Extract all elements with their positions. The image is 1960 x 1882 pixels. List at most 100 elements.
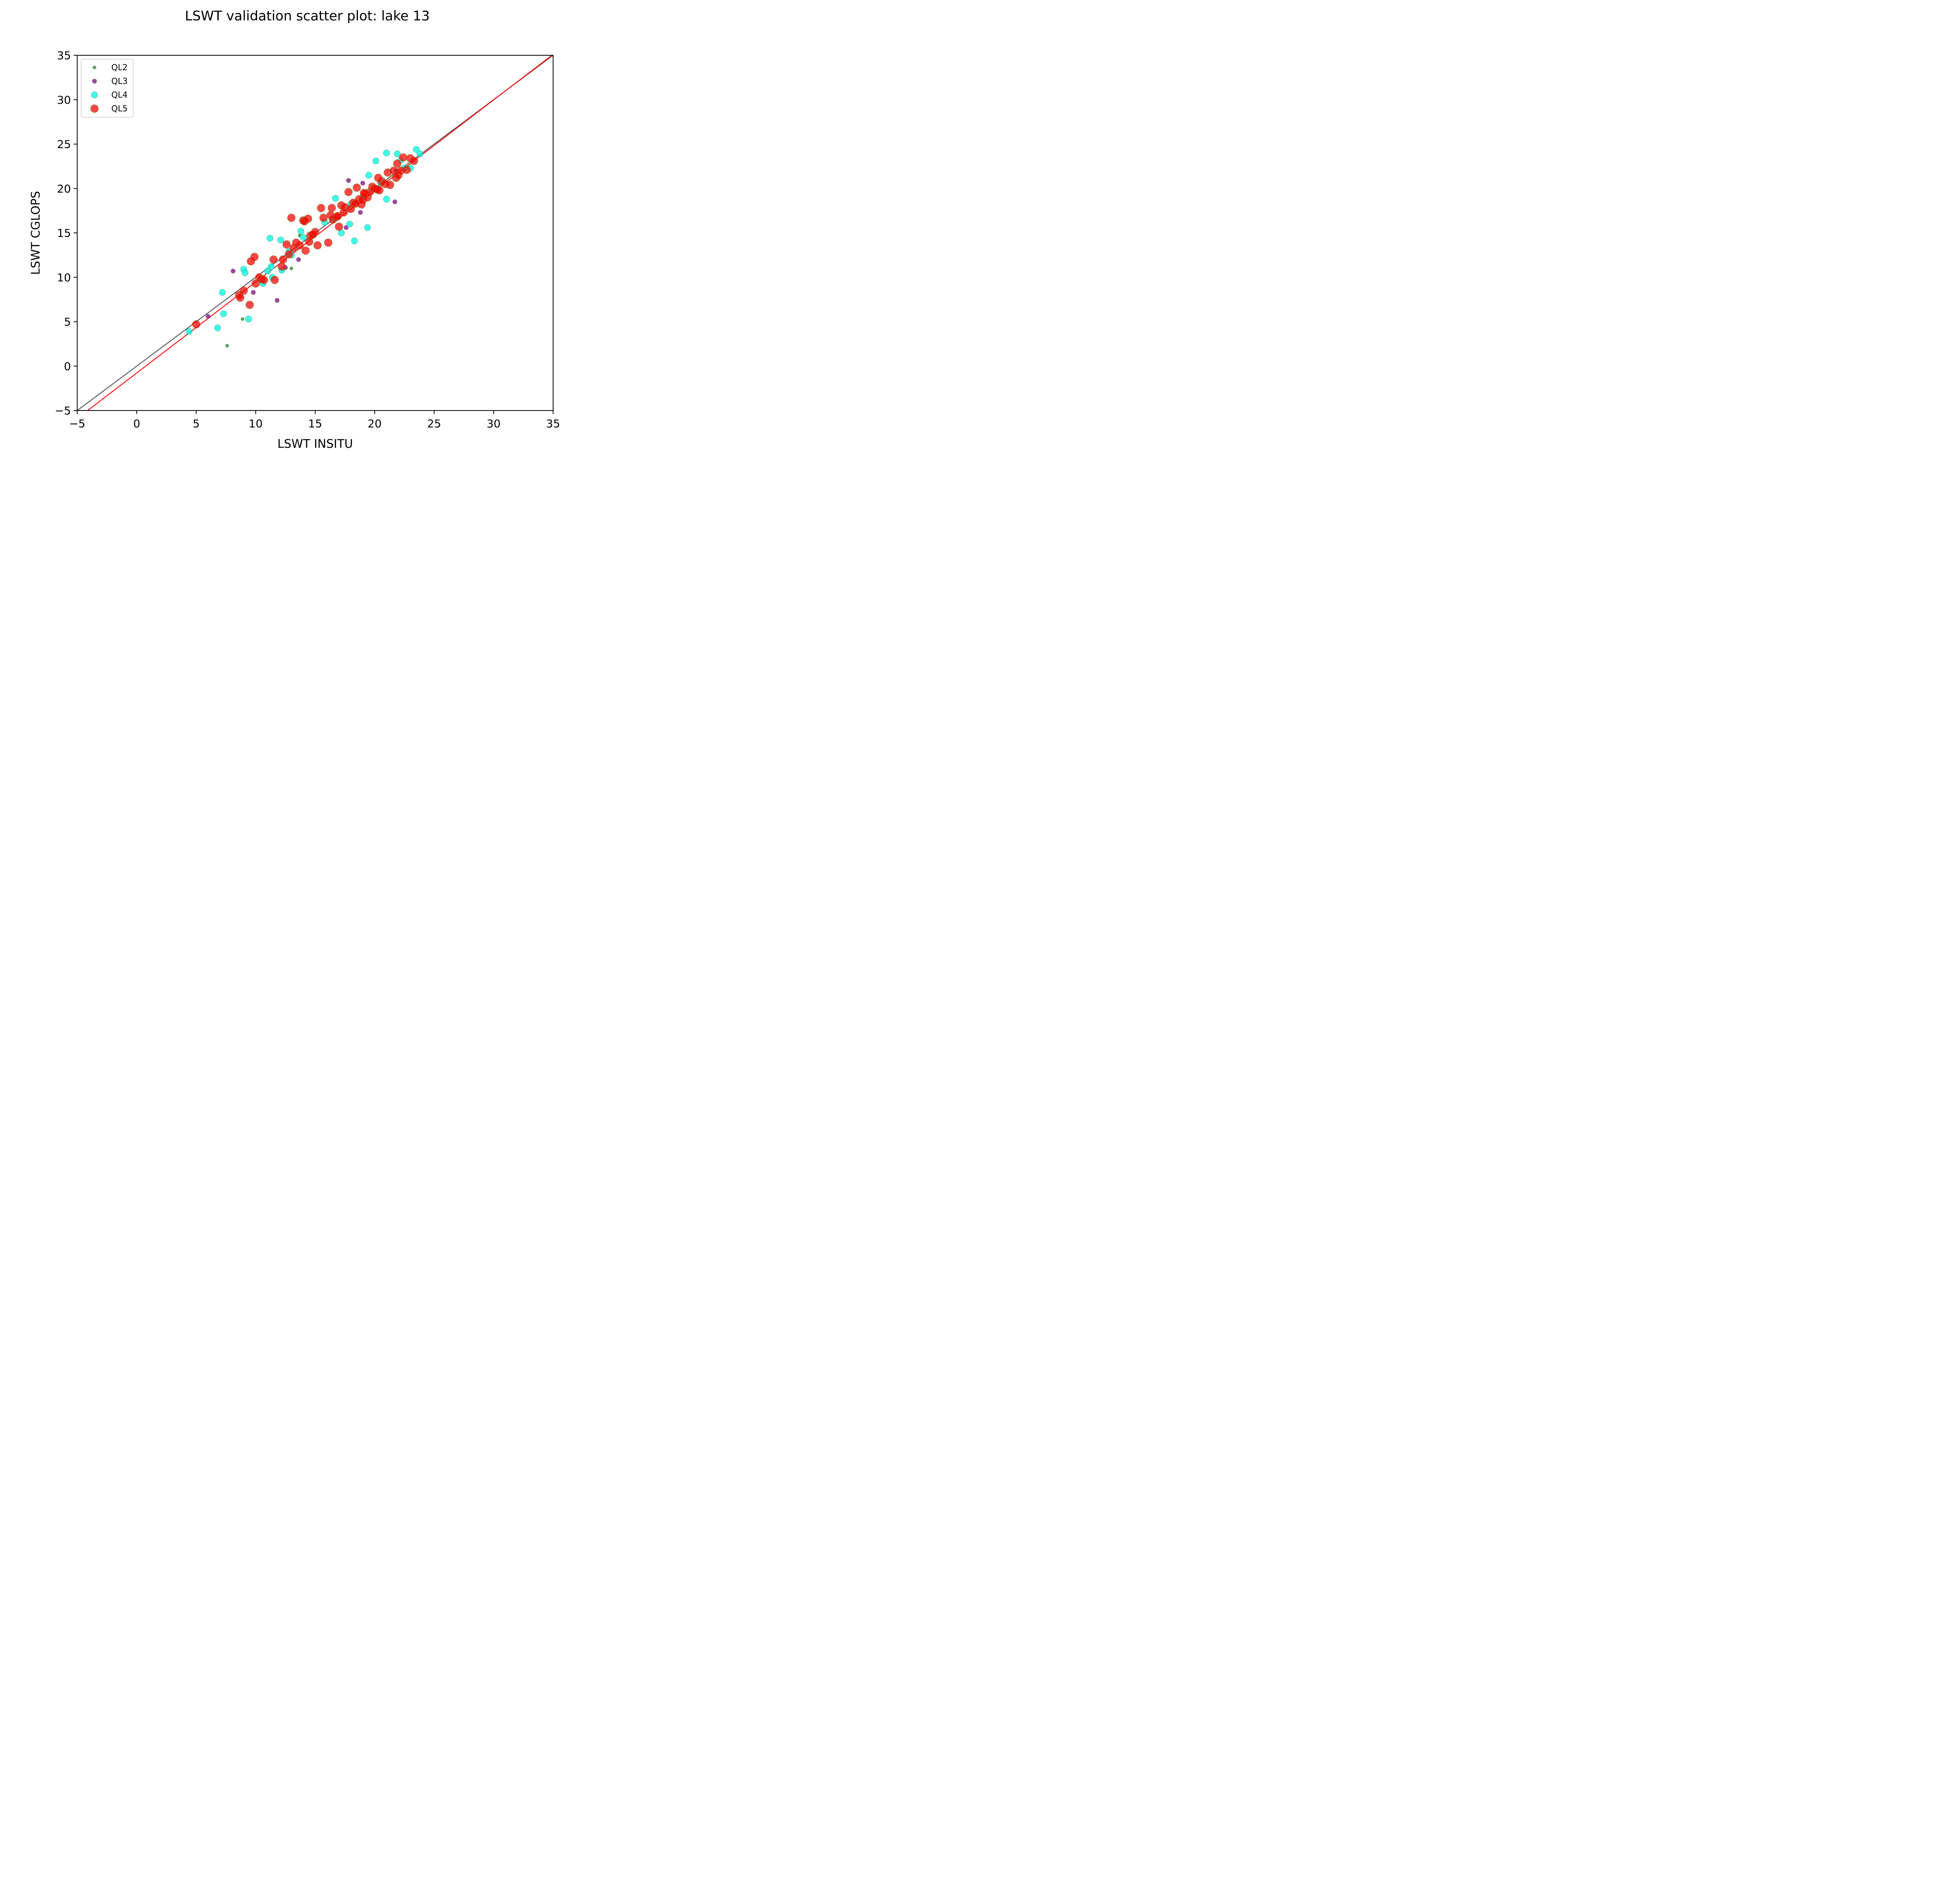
x-tick-label: 0 [133, 417, 140, 430]
y-tick-label: 5 [64, 316, 71, 329]
y-tick-label: 20 [57, 182, 71, 195]
data-point [394, 151, 401, 157]
legend-marker-ql5 [90, 104, 99, 113]
data-point [304, 214, 312, 223]
data-point [220, 310, 227, 317]
data-point [270, 276, 279, 284]
data-point [230, 269, 236, 274]
data-point [365, 172, 372, 179]
data-point [296, 257, 301, 262]
data-point [305, 238, 314, 246]
data-point [214, 324, 221, 331]
data-point [386, 181, 394, 189]
data-point [298, 228, 304, 234]
data-point [344, 188, 353, 196]
scatter-chart: LSWT validation scatter plot: lake 13 −5… [0, 0, 607, 455]
chart-title: LSWT validation scatter plot: lake 13 [185, 8, 430, 24]
data-point [282, 240, 291, 249]
data-point [192, 320, 200, 329]
data-point [251, 279, 260, 288]
y-tick-label: 35 [57, 49, 71, 62]
data-point [327, 211, 335, 220]
data-point [334, 212, 342, 220]
y-axis-label: LSWT CGLOPS [29, 191, 43, 275]
data-point [375, 186, 384, 194]
data-point [413, 146, 420, 153]
y-axis: −5 0 5 10 15 20 25 30 35 [55, 49, 77, 417]
legend-box [81, 59, 134, 118]
data-point [374, 174, 383, 182]
y-tick-label: 25 [57, 138, 71, 151]
data-point [185, 328, 192, 335]
data-point [285, 250, 293, 258]
data-point [205, 314, 211, 319]
data-point [372, 158, 379, 164]
series-ql5 [192, 153, 418, 329]
data-point [358, 210, 363, 215]
legend-label-ql3: QL3 [111, 76, 128, 86]
data-point [392, 199, 397, 204]
legend-label-ql5: QL5 [111, 104, 128, 113]
data-point [393, 159, 401, 168]
data-points [185, 146, 423, 348]
data-point [416, 151, 423, 157]
data-point [219, 289, 226, 296]
data-point [399, 153, 407, 162]
x-tick-label: 30 [486, 417, 501, 430]
y-tick-label: 10 [57, 271, 71, 284]
data-point [346, 178, 351, 183]
data-point [236, 293, 245, 302]
data-point [351, 199, 360, 208]
data-point [241, 269, 249, 276]
data-point [352, 183, 361, 192]
data-point [250, 253, 259, 261]
data-point [324, 238, 332, 247]
data-point [410, 157, 418, 165]
data-point [277, 236, 284, 243]
legend: QL2 QL3 QL4 QL5 [81, 59, 134, 118]
data-point [245, 301, 254, 309]
data-point [240, 286, 248, 295]
series-ql2 [225, 234, 302, 348]
data-point [279, 255, 287, 264]
x-tick-label: 20 [368, 417, 382, 430]
data-point [292, 238, 300, 247]
x-tick-label: 25 [427, 417, 441, 430]
data-point [269, 255, 278, 264]
x-tick-label: 5 [193, 417, 200, 430]
data-point [264, 267, 271, 274]
data-point [260, 276, 268, 284]
data-point [332, 195, 339, 202]
data-point [335, 222, 343, 231]
data-point [300, 234, 307, 241]
data-point [360, 189, 368, 197]
data-point [319, 214, 328, 222]
data-point [364, 224, 371, 231]
data-point [343, 225, 348, 230]
data-point [346, 220, 353, 227]
legend-marker-ql4 [91, 91, 98, 98]
x-tick-label: 35 [546, 417, 560, 430]
data-point [268, 263, 275, 270]
data-point [301, 246, 310, 255]
data-point [287, 214, 296, 222]
data-point [311, 228, 319, 236]
data-point [339, 208, 348, 217]
y-tick-label: −5 [55, 404, 71, 417]
y-tick-label: 0 [64, 360, 71, 373]
data-point [351, 237, 358, 244]
x-tick-label: −5 [69, 417, 85, 430]
legend-marker-ql2 [93, 65, 96, 69]
data-point [245, 316, 252, 323]
data-point [274, 298, 279, 303]
data-point [241, 317, 245, 321]
legend-label-ql4: QL4 [111, 90, 128, 100]
data-point [360, 181, 365, 186]
legend-marker-ql3 [92, 79, 97, 84]
data-point [289, 267, 293, 271]
x-axis-label: LSWT INSITU [278, 437, 353, 451]
x-tick-label: 15 [308, 417, 322, 430]
data-point [313, 241, 322, 250]
x-axis: −5 0 5 10 15 20 25 30 35 [69, 411, 560, 430]
y-tick-label: 30 [57, 93, 71, 106]
